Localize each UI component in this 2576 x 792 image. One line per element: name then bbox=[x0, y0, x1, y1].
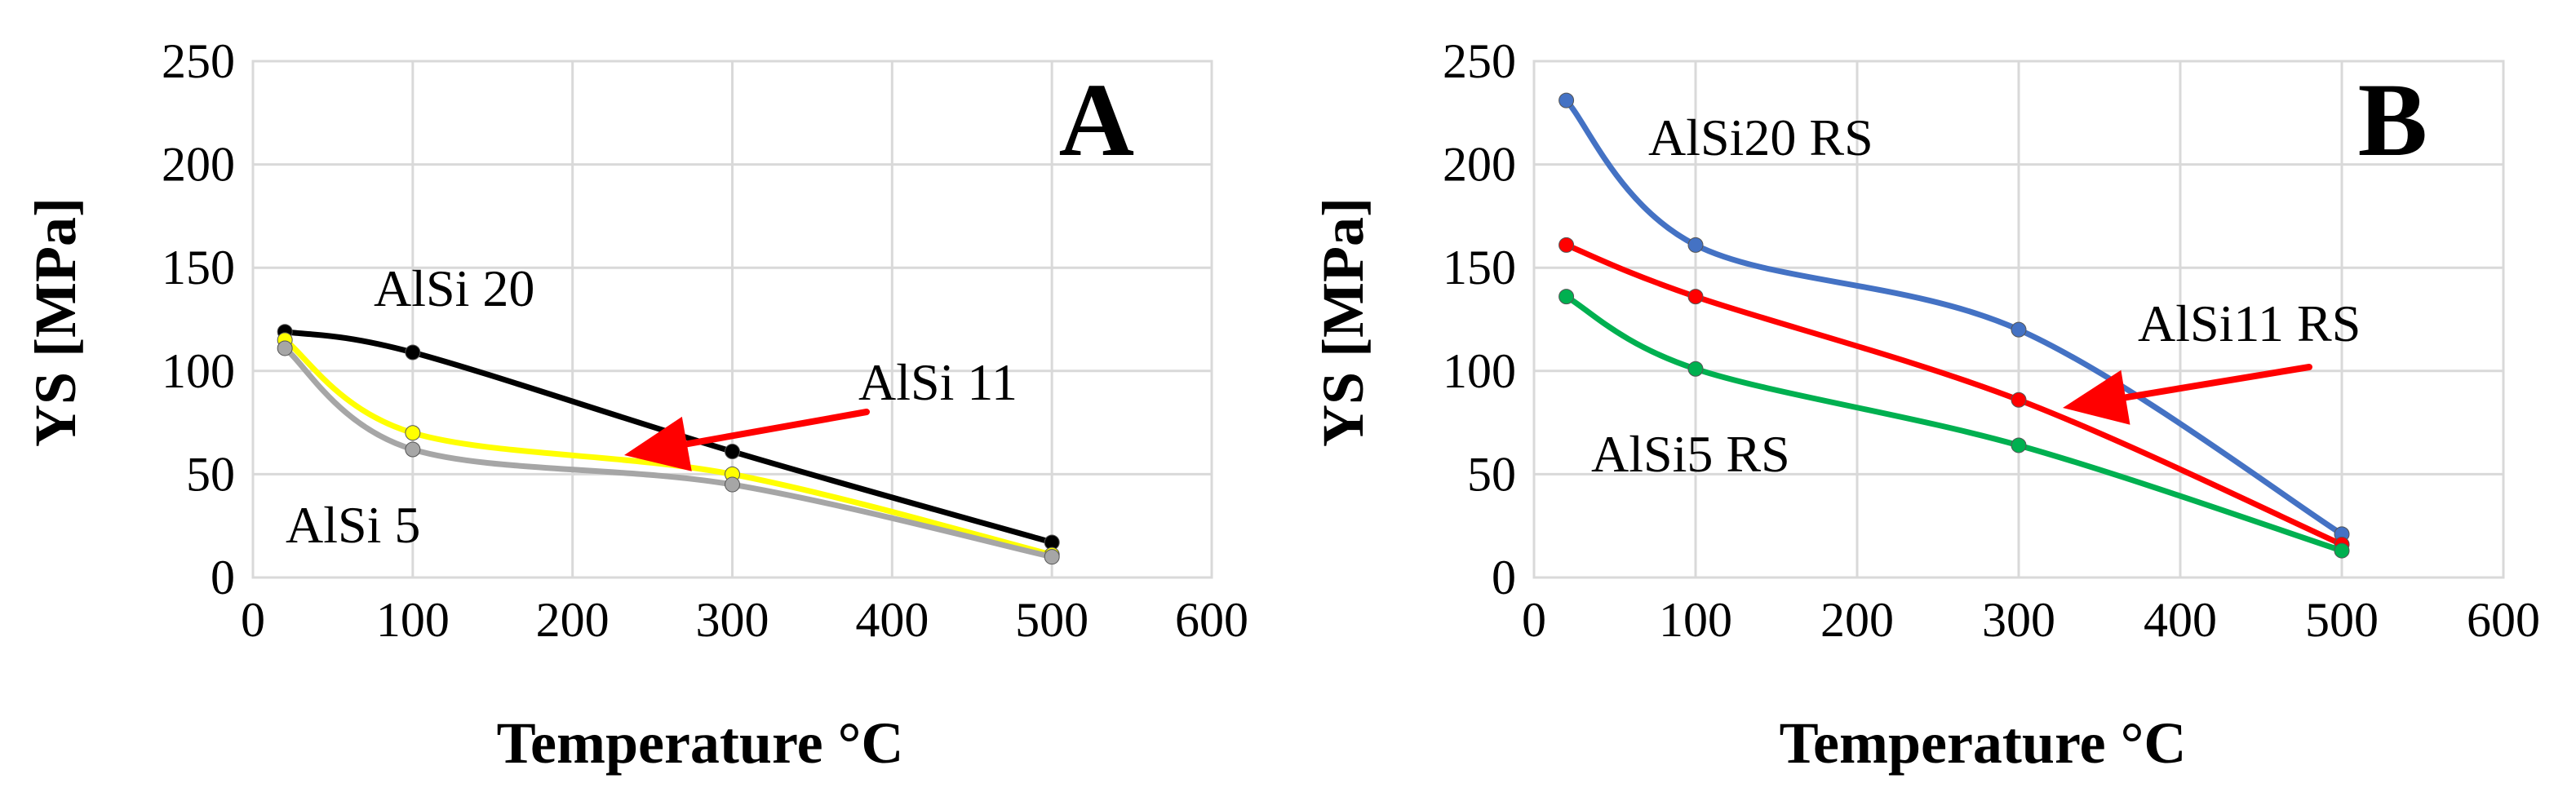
data-point bbox=[2011, 392, 2027, 408]
data-point bbox=[405, 425, 421, 441]
data-point bbox=[2334, 542, 2350, 559]
data-point bbox=[725, 476, 740, 493]
x-tick-label: 300 bbox=[1982, 593, 2055, 647]
y-tick-label: 250 bbox=[162, 34, 235, 88]
series-callout: AlSi11 RS bbox=[2138, 294, 2361, 352]
panel-label: B bbox=[2358, 62, 2427, 178]
series-callout: AlSi 11 bbox=[858, 353, 1018, 411]
x-axis-title: Temperature °C bbox=[1780, 710, 2187, 776]
series-line bbox=[282, 337, 1055, 558]
data-point bbox=[1044, 549, 1060, 565]
x-tick-label: 0 bbox=[1522, 593, 1546, 647]
data-point bbox=[405, 344, 421, 361]
x-tick-label: 600 bbox=[2467, 593, 2540, 647]
panel-b-chart: 0 50 100 150 200 250 0 100 200 300 400 500 600 AlSi20… bbox=[1310, 34, 2540, 776]
series-line bbox=[1563, 294, 2345, 554]
data-point bbox=[1558, 237, 1575, 253]
x-tick-label: 200 bbox=[536, 593, 610, 647]
callout-arrow-head bbox=[624, 416, 692, 471]
y-tick-label: 150 bbox=[162, 241, 235, 294]
data-point bbox=[1687, 289, 1704, 305]
x-axis-title: Temperature °C bbox=[497, 710, 904, 776]
y-tick-label: 100 bbox=[1443, 344, 1516, 398]
series-callout: AlSi 5 bbox=[286, 496, 420, 554]
callout-arrow-shaft bbox=[683, 409, 870, 448]
y-axis-title: YS [MPa] bbox=[23, 197, 88, 447]
y-tick-label: 150 bbox=[1443, 241, 1516, 294]
data-point bbox=[725, 444, 740, 460]
x-tick-label: 100 bbox=[376, 593, 450, 647]
x-tick-label: 600 bbox=[1175, 593, 1248, 647]
x-tick-label: 200 bbox=[1820, 593, 1894, 647]
data-point bbox=[1558, 92, 1575, 108]
series-line bbox=[282, 329, 1055, 546]
x-tick-label: 100 bbox=[1659, 593, 1732, 647]
x-tick-label: 400 bbox=[855, 593, 929, 647]
callout-arrow-shaft bbox=[2122, 364, 2312, 401]
series-line bbox=[1563, 97, 2345, 538]
y-tick-label: 100 bbox=[162, 344, 235, 398]
data-point bbox=[1558, 289, 1575, 305]
data-point bbox=[2011, 437, 2027, 454]
y-tick-label: 0 bbox=[1492, 551, 1516, 604]
data-point bbox=[277, 340, 293, 356]
data-point bbox=[405, 441, 421, 458]
series-line bbox=[282, 345, 1055, 560]
y-axis-title: YS [MPa] bbox=[1310, 197, 1376, 447]
series-line bbox=[1563, 241, 2345, 547]
y-tick-label: 200 bbox=[162, 138, 235, 192]
panel-a-chart: 0 50 100 150 200 250 0 100 200 300 400 500 600 AlSi 2… bbox=[23, 34, 1248, 776]
panel-label: A bbox=[1059, 62, 1134, 178]
y-tick-label: 0 bbox=[211, 551, 235, 604]
y-tick-label: 200 bbox=[1443, 138, 1516, 192]
x-tick-label: 0 bbox=[241, 593, 265, 647]
data-point bbox=[1687, 361, 1704, 377]
series-callout: AlSi5 RS bbox=[1591, 425, 1790, 483]
y-tick-label: 50 bbox=[1467, 447, 1516, 501]
callout-arrow-head bbox=[2063, 369, 2130, 425]
series-callout: AlSi 20 bbox=[374, 259, 534, 317]
y-tick-label: 250 bbox=[1443, 34, 1516, 88]
x-tick-label: 300 bbox=[696, 593, 769, 647]
y-tick-label: 50 bbox=[186, 447, 235, 501]
x-tick-label: 500 bbox=[1015, 593, 1088, 647]
series-callout: AlSi20 RS bbox=[1648, 108, 1873, 166]
data-point bbox=[2011, 321, 2027, 338]
x-tick-label: 500 bbox=[2305, 593, 2379, 647]
x-tick-label: 400 bbox=[2144, 593, 2217, 647]
data-point bbox=[1687, 237, 1704, 253]
